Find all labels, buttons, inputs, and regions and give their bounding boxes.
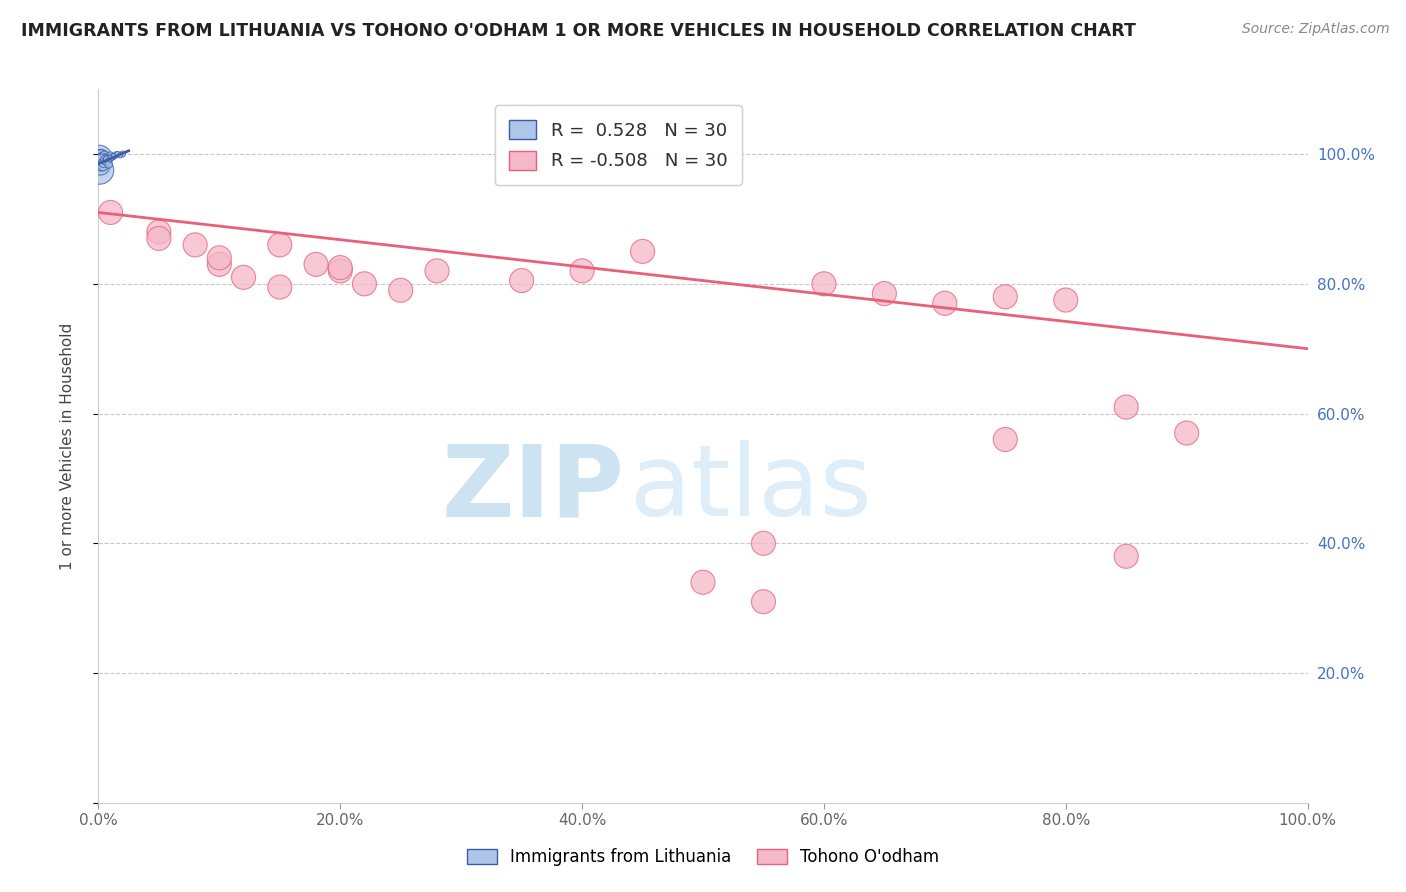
Point [96,154,118,169]
Point [107,147,129,161]
Text: atlas: atlas [630,441,872,537]
Point [994,433,1017,447]
Point [91,157,114,171]
Point [269,280,291,294]
Point [571,264,593,278]
Point [208,257,231,271]
Point [90,154,112,169]
Point [148,231,170,245]
Point [208,251,231,265]
Point [353,277,375,291]
Point [90,153,112,168]
Point [91,158,114,172]
Point [94,153,117,167]
Point [1115,400,1137,414]
Point [97,154,120,169]
Point [873,286,896,301]
Point [510,274,533,288]
Legend: R =  0.528   N = 30, R = -0.508   N = 30: R = 0.528 N = 30, R = -0.508 N = 30 [495,105,742,185]
Point [91,153,114,168]
Text: Source: ZipAtlas.com: Source: ZipAtlas.com [1241,22,1389,37]
Point [813,277,835,291]
Point [329,260,352,275]
Point [103,149,125,163]
Point [269,238,291,252]
Point [100,150,122,164]
Text: ZIP: ZIP [441,441,624,537]
Point [631,244,654,259]
Point [934,296,956,310]
Point [90,150,112,164]
Point [752,595,775,609]
Point [111,147,134,161]
Point [93,155,115,169]
Point [148,225,170,239]
Legend: Immigrants from Lithuania, Tohono O'odham: Immigrants from Lithuania, Tohono O'odha… [458,840,948,875]
Text: IMMIGRANTS FROM LITHUANIA VS TOHONO O'ODHAM 1 OR MORE VEHICLES IN HOUSEHOLD CORR: IMMIGRANTS FROM LITHUANIA VS TOHONO O'OD… [21,22,1136,40]
Point [1115,549,1137,564]
Point [93,149,115,163]
Point [105,147,128,161]
Point [100,205,122,219]
Point [108,148,131,162]
Point [1054,293,1077,307]
Point [98,152,121,166]
Point [389,283,412,297]
Point [1175,425,1198,440]
Point [305,257,328,271]
Point [232,270,254,285]
Point [89,153,111,167]
Point [89,163,111,178]
Point [97,157,120,171]
Point [994,290,1017,304]
Point [101,150,124,164]
Point [692,575,714,590]
Point [94,151,117,165]
Point [89,150,111,164]
Point [329,264,352,278]
Point [96,153,118,167]
Point [96,153,118,167]
Point [90,156,112,170]
Point [100,148,122,162]
Point [91,152,114,166]
Point [752,536,775,550]
Y-axis label: 1 or more Vehicles in Household: 1 or more Vehicles in Household [60,322,75,570]
Point [184,238,207,252]
Point [426,264,449,278]
Point [90,159,112,173]
